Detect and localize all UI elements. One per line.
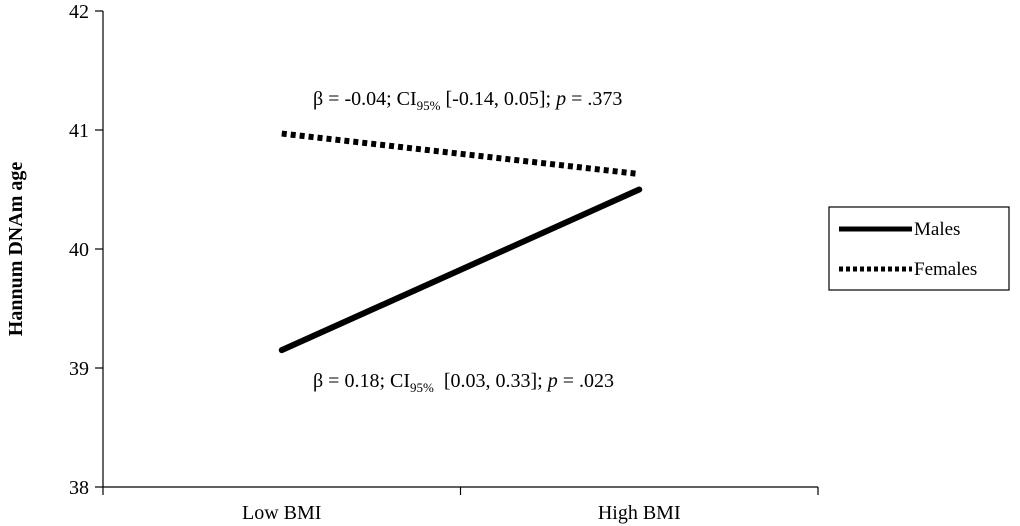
- females-annotation-p: p: [554, 88, 566, 110]
- y-tick-label: 39: [69, 358, 89, 380]
- males-annotation: β = 0.18; CI95% [0.03, 0.33]; p = .023: [313, 370, 614, 395]
- males-annotation-pval: = .023: [558, 370, 614, 392]
- y-tick-label: 40: [69, 239, 89, 261]
- plot-area: 38 39 40 41 42 Low BMI High BMI: [69, 1, 819, 524]
- females-annotation-pval: = .373: [566, 88, 622, 110]
- males-annotation-ci-subscript: 95%: [410, 380, 434, 395]
- x-tick-label: High BMI: [598, 502, 681, 524]
- y-tick-label: 41: [69, 120, 89, 142]
- females-annotation-ci: [-0.14, 0.05];: [441, 88, 557, 110]
- legend-label-females: Females: [914, 259, 977, 280]
- females-annotation-ci-subscript: 95%: [417, 98, 441, 113]
- legend-label-males: Males: [914, 219, 960, 240]
- y-tick-label: 38: [69, 477, 89, 499]
- males-annotation-ci: [0.03, 0.33];: [434, 370, 548, 392]
- males-annotation-p: p: [546, 370, 558, 392]
- males-series-line: [278, 186, 643, 354]
- y-tick-label: 42: [69, 1, 89, 23]
- x-tick-label: Low BMI: [242, 502, 321, 524]
- females-annotation: β = -0.04; CI95% [-0.14, 0.05]; p = .373: [313, 88, 622, 113]
- females-annotation-beta: β = -0.04; CI: [313, 88, 417, 110]
- females-series-line: [281, 130, 640, 178]
- legend-box: [828, 206, 1010, 291]
- legend: Males Females: [828, 206, 1010, 291]
- males-annotation-beta: β = 0.18; CI: [313, 370, 410, 392]
- y-axis-title: Hannum DNAm age: [5, 162, 27, 337]
